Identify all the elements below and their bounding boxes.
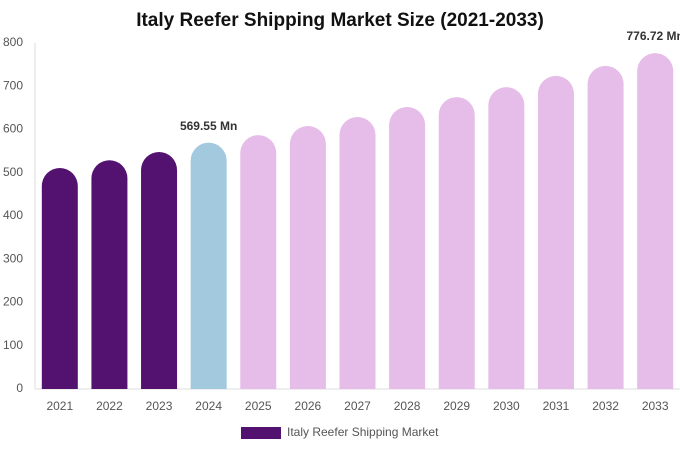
bar xyxy=(91,160,128,389)
x-tick-label: 2029 xyxy=(443,399,470,413)
x-tick-label: 2021 xyxy=(46,399,73,413)
x-tick-label: 2028 xyxy=(394,399,421,413)
x-tick-label: 2022 xyxy=(96,399,123,413)
x-tick-label: 2030 xyxy=(493,399,520,413)
value-label: 569.55 Mn xyxy=(180,119,237,133)
value-label: 776.72 Mn xyxy=(627,29,680,43)
x-tick-label: 2026 xyxy=(295,399,322,413)
bar xyxy=(289,126,326,390)
x-tick-label: 2024 xyxy=(195,399,222,413)
y-tick-label: 400 xyxy=(3,208,23,222)
x-tick-label: 2025 xyxy=(245,399,272,413)
x-tick-label: 2032 xyxy=(592,399,619,413)
bar xyxy=(190,142,227,389)
chart-title: Italy Reefer Shipping Market Size (2021-… xyxy=(136,10,544,31)
x-tick-label: 2023 xyxy=(146,399,173,413)
x-tick-label: 2031 xyxy=(543,399,570,413)
legend-label: Italy Reefer Shipping Market xyxy=(287,425,439,439)
bar xyxy=(389,107,426,389)
bar xyxy=(537,75,574,390)
y-tick-label: 0 xyxy=(16,381,23,395)
y-tick-label: 600 xyxy=(3,122,23,136)
bar xyxy=(587,65,624,390)
x-tick-label: 2033 xyxy=(642,399,669,413)
y-tick-label: 100 xyxy=(3,338,23,352)
bar xyxy=(339,116,376,389)
bar xyxy=(438,97,475,389)
y-tick-label: 800 xyxy=(3,35,23,49)
bar xyxy=(141,152,178,389)
bar xyxy=(637,53,674,389)
y-tick-label: 700 xyxy=(3,78,23,92)
x-tick-label: 2027 xyxy=(344,399,371,413)
bar xyxy=(488,87,525,389)
y-tick-label: 200 xyxy=(3,295,23,309)
legend-swatch xyxy=(241,427,281,439)
y-tick-label: 500 xyxy=(3,165,23,179)
bar xyxy=(41,168,78,389)
bar xyxy=(240,135,277,389)
y-tick-label: 300 xyxy=(3,251,23,265)
